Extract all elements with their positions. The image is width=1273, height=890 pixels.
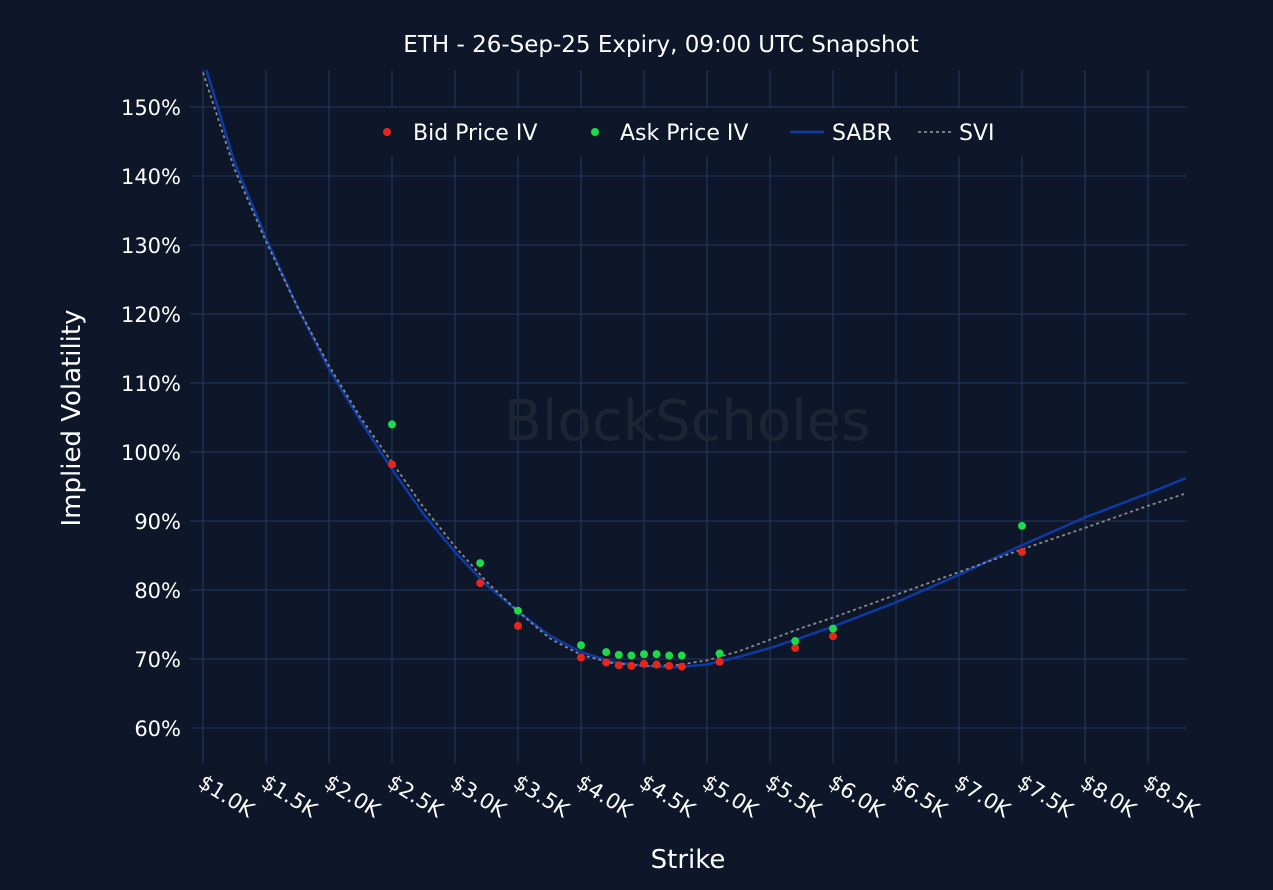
y-tick-label: 140% xyxy=(121,165,181,189)
point-bid-price-iv xyxy=(514,621,522,630)
x-axis-title: Strike xyxy=(651,845,726,875)
point-ask-price-iv xyxy=(577,641,585,650)
point-bid-price-iv xyxy=(614,661,623,670)
watermark: BlockScholes xyxy=(504,389,871,454)
point-bid-price-iv xyxy=(602,658,611,667)
series-line-sabr xyxy=(205,70,1187,669)
point-bid-price-iv xyxy=(791,643,800,652)
legend-label-ask-price-iv: Ask Price IV xyxy=(620,121,748,146)
x-tick-label: $2.5K xyxy=(383,770,448,823)
point-ask-price-iv xyxy=(640,650,648,659)
x-tick-label: $6.0K xyxy=(824,770,889,823)
x-tick-label: $6.5K xyxy=(887,770,952,823)
x-tick-label: $8.0K xyxy=(1076,770,1141,823)
point-bid-price-iv xyxy=(1018,548,1026,557)
point-bid-price-iv xyxy=(715,657,724,666)
point-ask-price-iv xyxy=(476,559,485,568)
point-ask-price-iv xyxy=(829,624,837,633)
point-ask-price-iv xyxy=(791,637,800,646)
chart-title: ETH - 26-Sep-25 Expiry, 09:00 UTC Snapsh… xyxy=(403,32,918,58)
x-axis-ticks: $1.0K$1.5K$2.0K$2.5K$3.0K$3.5K$4.0K$4.5K… xyxy=(194,770,1204,823)
y-tick-label: 90% xyxy=(134,510,181,534)
point-bid-price-iv xyxy=(652,660,661,669)
point-ask-price-iv xyxy=(388,420,396,429)
y-tick-label: 70% xyxy=(134,648,181,672)
point-ask-price-iv xyxy=(514,606,522,615)
grid xyxy=(190,70,1187,763)
point-ask-price-iv xyxy=(614,650,623,659)
y-tick-label: 60% xyxy=(134,717,181,741)
series-layer xyxy=(202,70,1187,671)
y-tick-label: 150% xyxy=(121,96,181,120)
legend: Bid Price IV Ask Price IV SABR SVI xyxy=(362,108,1028,156)
y-axis-ticks: 60% 70% 80% 90% 100% 110% 120% 130% 140% 150% xyxy=(121,96,181,741)
point-bid-price-iv xyxy=(388,460,396,469)
point-bid-price-iv xyxy=(577,653,585,662)
y-tick-label: 120% xyxy=(121,303,181,327)
legend-marker-bid-price-iv xyxy=(383,128,391,136)
point-ask-price-iv xyxy=(602,648,611,657)
point-ask-price-iv xyxy=(665,651,674,660)
x-tick-label: $7.0K xyxy=(950,770,1015,823)
x-tick-label: $8.5K xyxy=(1139,770,1204,823)
legend-background xyxy=(362,108,1028,156)
x-tick-label: $4.5K xyxy=(635,770,700,823)
point-bid-price-iv xyxy=(829,632,837,641)
series-line-svi xyxy=(202,72,1187,667)
x-tick-label: $1.5K xyxy=(257,770,322,823)
point-ask-price-iv xyxy=(677,651,686,660)
legend-label-bid-price-iv: Bid Price IV xyxy=(413,121,537,146)
x-tick-label: $5.5K xyxy=(761,770,826,823)
x-tick-label: $7.5K xyxy=(1013,770,1078,823)
x-tick-label: $4.0K xyxy=(572,770,637,823)
point-ask-price-iv xyxy=(627,651,636,660)
point-bid-price-iv xyxy=(677,662,686,671)
point-bid-price-iv xyxy=(627,661,636,670)
y-tick-label: 80% xyxy=(134,579,181,603)
legend-marker-ask-price-iv xyxy=(591,128,599,136)
legend-label-sabr: SABR xyxy=(832,121,892,146)
y-tick-label: 100% xyxy=(121,441,181,465)
x-tick-label: $3.5K xyxy=(509,770,574,823)
x-tick-label: $5.0K xyxy=(698,770,763,823)
legend-label-svi: SVI xyxy=(959,121,995,146)
x-tick-label: $1.0K xyxy=(194,770,259,823)
y-tick-label: 110% xyxy=(121,372,181,396)
point-ask-price-iv xyxy=(652,650,661,659)
y-axis-title: Implied Volatility xyxy=(57,310,87,527)
point-bid-price-iv xyxy=(640,659,648,668)
point-bid-price-iv xyxy=(476,579,485,588)
x-tick-label: $2.0K xyxy=(320,770,385,823)
x-tick-label: $3.0K xyxy=(446,770,511,823)
point-ask-price-iv xyxy=(715,649,724,658)
point-ask-price-iv xyxy=(1018,521,1026,530)
y-tick-label: 130% xyxy=(121,234,181,258)
point-bid-price-iv xyxy=(665,661,674,670)
